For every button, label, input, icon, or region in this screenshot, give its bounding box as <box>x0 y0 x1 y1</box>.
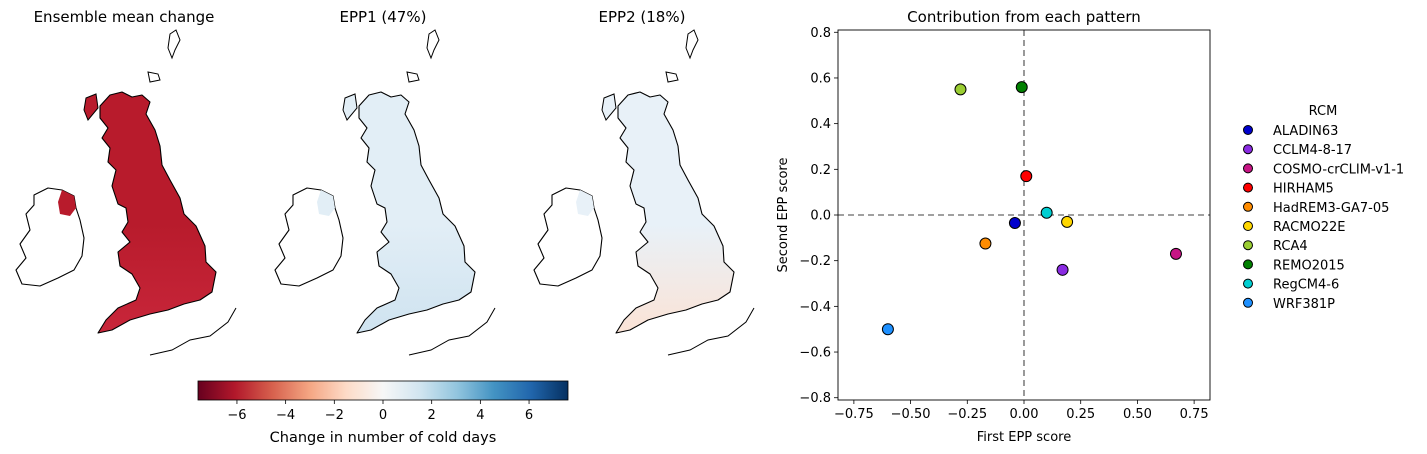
scatter-point <box>954 83 967 96</box>
scatter-point <box>979 237 992 250</box>
y-tick-label: 0.0 <box>810 209 831 224</box>
legend-marker <box>1243 201 1253 212</box>
map-title: Ensemble mean change <box>34 8 215 26</box>
legend-marker <box>1243 144 1253 155</box>
y-tick-label: −0.2 <box>799 254 831 269</box>
scatter-point <box>1015 81 1028 94</box>
great-britain-outline <box>615 91 735 334</box>
legend-marker <box>1243 240 1253 251</box>
island-outline <box>342 93 358 121</box>
colorbar-tick-label: −6 <box>227 408 246 423</box>
x-tick-label: 0.25 <box>1066 407 1095 422</box>
legend-label: WRF381P <box>1273 297 1335 312</box>
y-axis-label: Second EPP score <box>776 158 791 273</box>
scatter-point <box>1008 216 1021 229</box>
legend-label: HIRHAM5 <box>1273 182 1334 197</box>
island-outline <box>147 71 161 83</box>
legend-marker <box>1243 125 1253 135</box>
legend-title: RCM <box>1309 104 1338 119</box>
northern-ireland-patch <box>317 190 335 216</box>
x-tick-label: −0.50 <box>891 407 931 422</box>
colorbar-label: Change in number of cold days <box>270 430 497 446</box>
france-coastline <box>149 307 237 356</box>
y-tick-label: 0.6 <box>810 71 831 86</box>
legend-marker <box>1243 221 1253 231</box>
legend-label: RACMO22E <box>1273 220 1345 235</box>
colorbar-tick-label: −2 <box>325 408 344 423</box>
map-title: EPP2 (18%) <box>599 8 686 26</box>
y-tick-label: −0.8 <box>799 391 831 406</box>
y-tick-label: −0.6 <box>799 346 831 361</box>
legend-label: RegCM4-6 <box>1273 278 1339 293</box>
x-tick-label: −0.25 <box>947 407 987 422</box>
island-outline <box>665 71 679 83</box>
map-title: EPP1 (47%) <box>340 8 427 26</box>
northern-ireland-patch <box>576 190 594 216</box>
legend-label: CCLM4-8-17 <box>1273 143 1352 158</box>
island-outline <box>83 93 99 121</box>
legend-label: ALADIN63 <box>1273 124 1338 139</box>
map-shapes <box>15 29 755 356</box>
legend-marker <box>1243 278 1253 289</box>
scatter-point <box>881 323 894 336</box>
colorbar-tick-label: 0 <box>379 408 387 423</box>
x-axis-label: First EPP score <box>977 430 1071 445</box>
y-tick-label: 0.2 <box>810 163 831 178</box>
colorbar-tick-label: 2 <box>428 408 436 423</box>
legend-label: REMO2015 <box>1273 258 1345 273</box>
legend-marker <box>1243 259 1253 270</box>
france-coastline <box>408 307 496 356</box>
legend-label: HadREM3-GA7-05 <box>1273 201 1389 216</box>
island-outline <box>406 71 420 83</box>
great-britain-outline <box>97 91 217 334</box>
great-britain-outline <box>356 91 476 334</box>
colorbar: −6 −4 −2 0 2 4 6 Change in number of cold days <box>197 380 569 446</box>
data-points <box>881 81 1182 336</box>
y-tick-label: 0.8 <box>810 26 831 41</box>
x-tick-label: 0.00 <box>1010 407 1039 422</box>
scatter-point <box>1040 206 1053 219</box>
island-outline <box>685 29 699 60</box>
legend-marker <box>1243 297 1253 308</box>
colorbar-tick-label: −4 <box>276 408 295 423</box>
legend-label: RCA4 <box>1273 239 1308 254</box>
colorbar-tick-label: 6 <box>525 408 533 423</box>
map-panels: Ensemble mean change EPP1 (47%) EPP2 (18… <box>15 8 755 356</box>
colorbar-tick-label: 4 <box>476 408 484 423</box>
scatter-point <box>1061 215 1074 228</box>
colorbar-gradient <box>197 380 569 401</box>
legend: RCM ALADIN63 CCLM4-8-17 COSMO-crCLIM-v1-1 H… <box>1243 104 1404 312</box>
y-tick-label: −0.4 <box>799 300 831 315</box>
colorbar-ticks: −6 −4 −2 0 2 4 6 <box>227 400 533 423</box>
legend-marker <box>1243 163 1253 174</box>
scatter-point <box>1169 247 1182 260</box>
x-tick-label: 0.75 <box>1180 407 1209 422</box>
axis-ticks: −0.75 −0.50 −0.25 0.00 0.25 0.50 0.75 −0.8 −0.6 −… <box>799 26 1208 422</box>
legend-label: COSMO-crCLIM-v1-1 <box>1273 162 1404 177</box>
island-outline <box>426 29 440 60</box>
scatter-point <box>1056 263 1069 276</box>
northern-ireland-patch <box>58 190 76 216</box>
legend-items: ALADIN63 CCLM4-8-17 COSMO-crCLIM-v1-1 HIRHA… <box>1243 124 1404 312</box>
x-tick-label: 0.50 <box>1123 407 1152 422</box>
scatter-point <box>1020 170 1033 183</box>
island-outline <box>601 93 617 121</box>
france-coastline <box>667 307 755 356</box>
plot-frame <box>837 29 1211 401</box>
scatter-plot: Contribution from each pattern −0.75 −0.5… <box>776 8 1211 445</box>
x-tick-label: −0.75 <box>834 407 874 422</box>
y-tick-label: 0.4 <box>810 117 831 132</box>
chart-title: Contribution from each pattern <box>907 8 1141 26</box>
legend-marker <box>1243 182 1253 193</box>
island-outline <box>167 29 181 60</box>
